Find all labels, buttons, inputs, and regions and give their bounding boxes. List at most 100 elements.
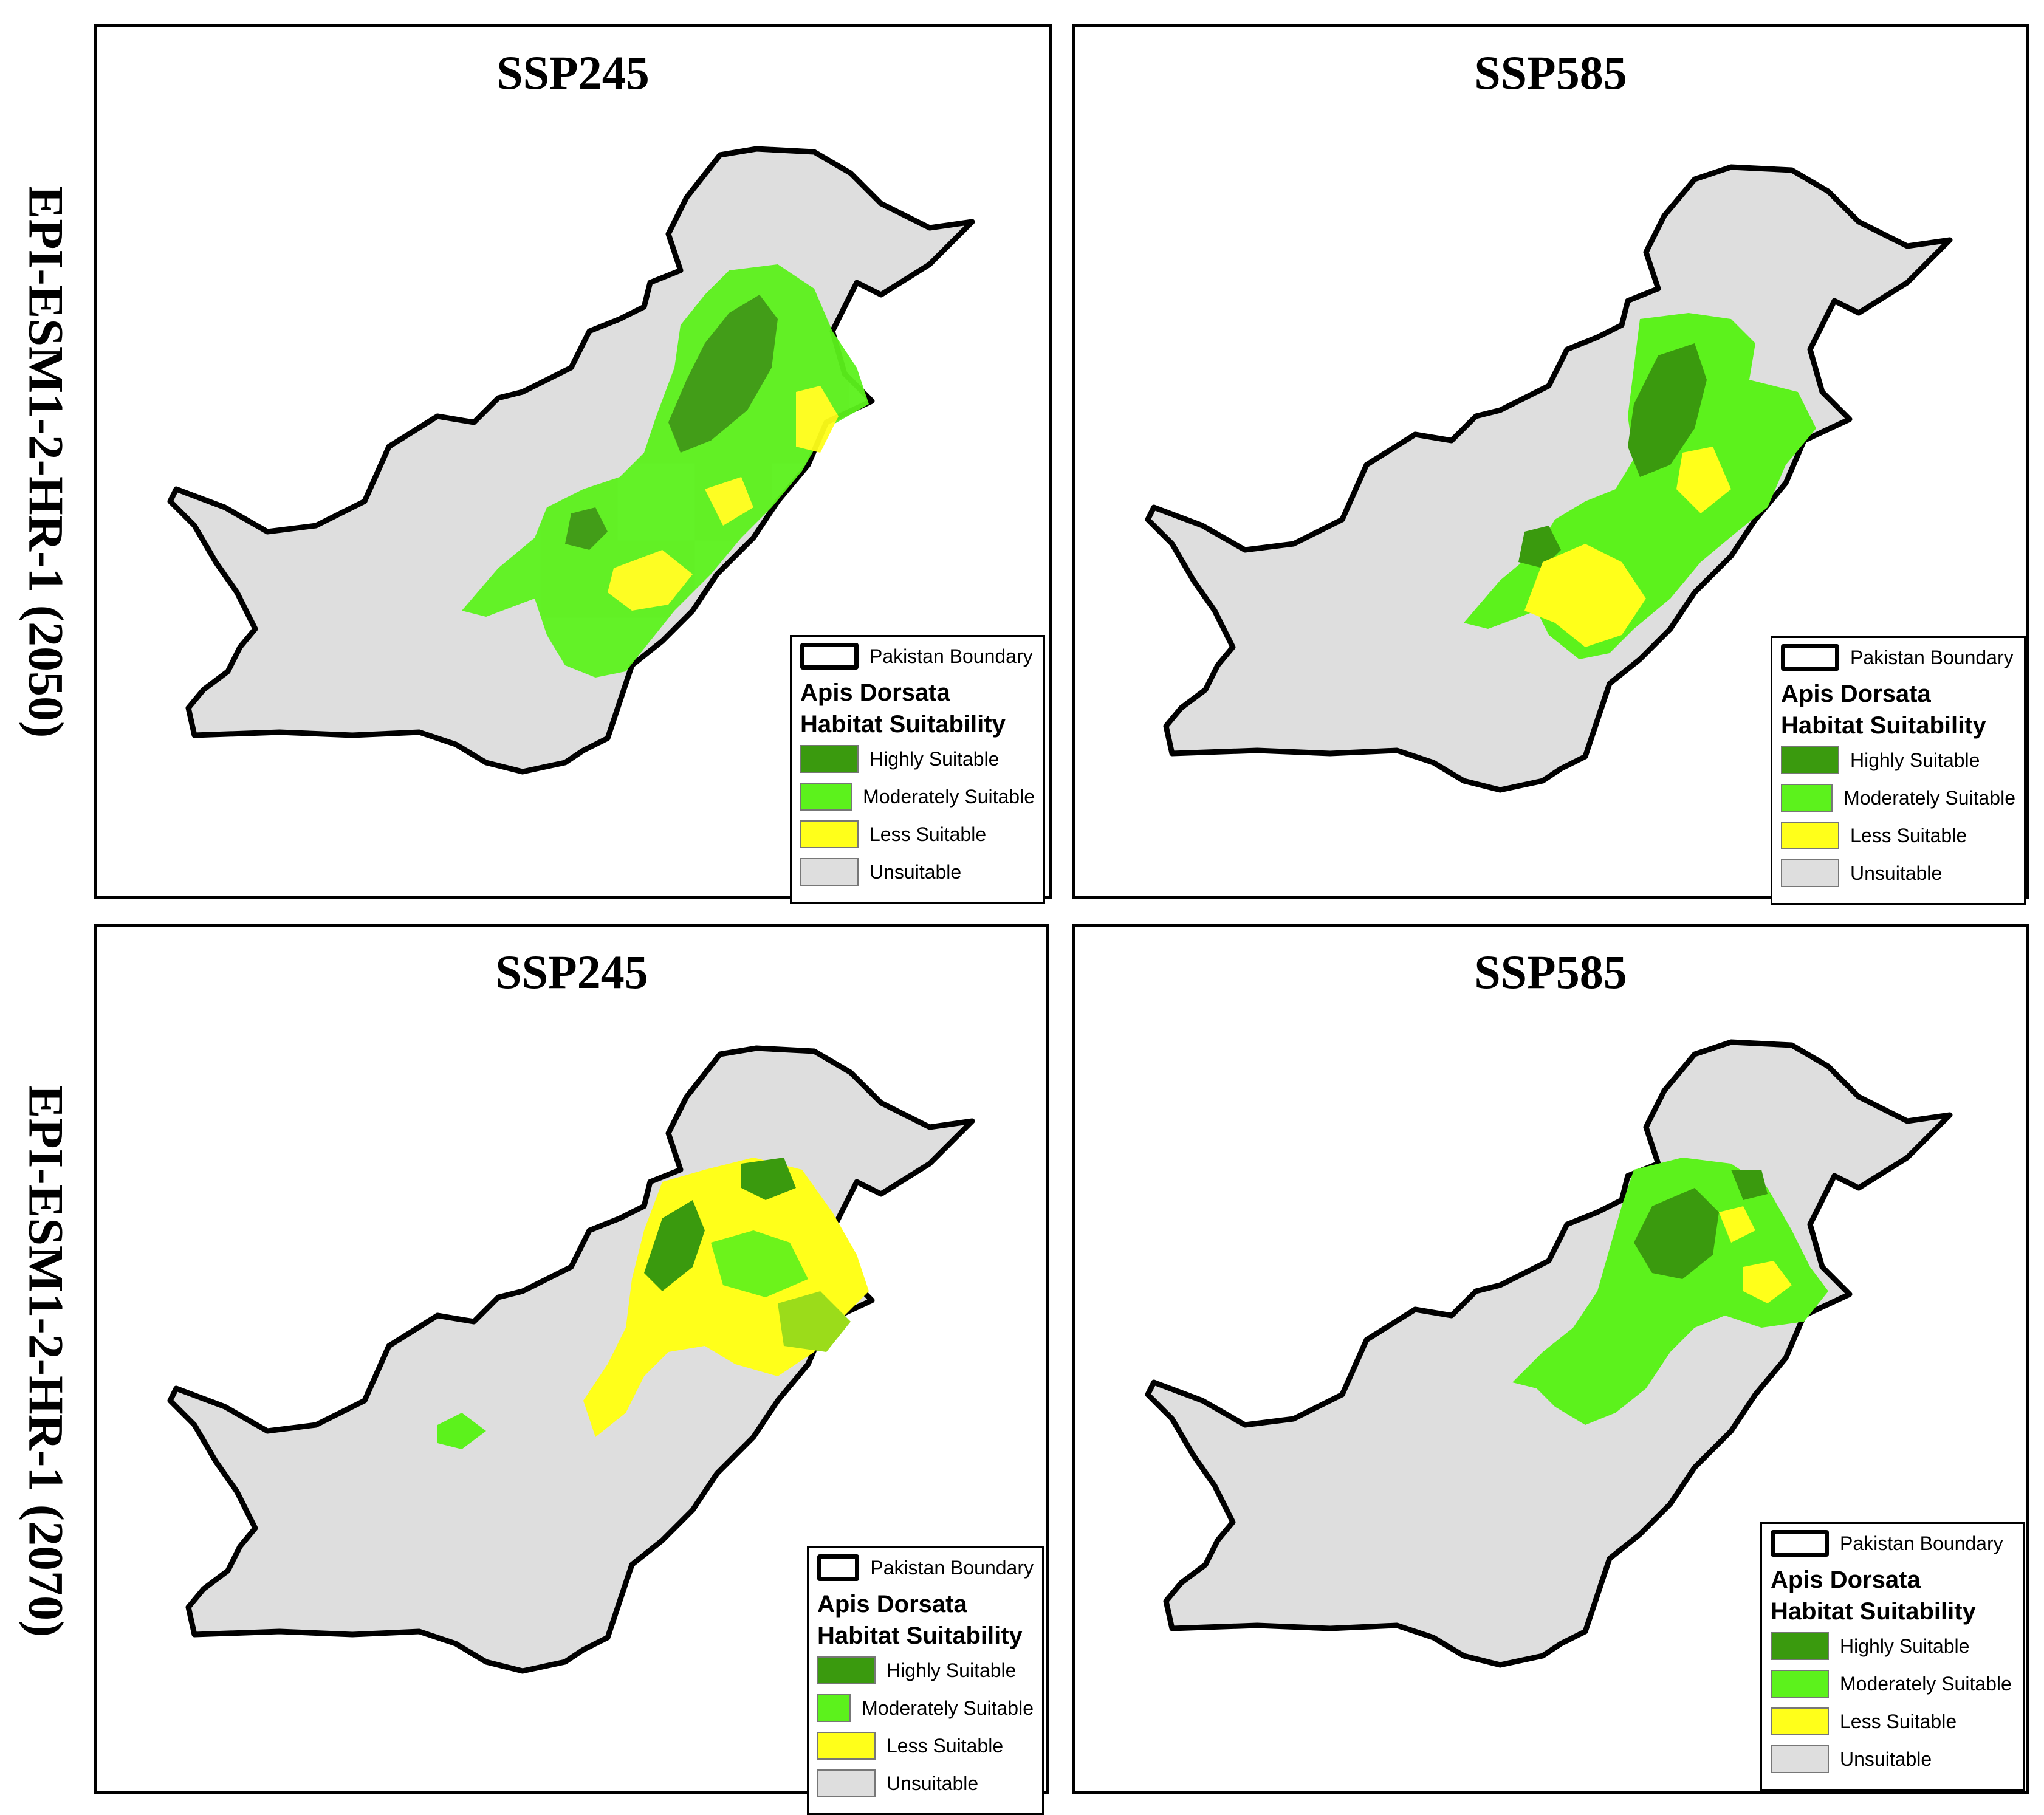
moderately-suitable-zone — [437, 1413, 486, 1449]
boundary-swatch — [1771, 1530, 1829, 1557]
legend-item-label: Less Suitable — [887, 1734, 1004, 1757]
legend-title-line1: Apis Dorsata — [1781, 681, 1931, 707]
suitability-area — [1464, 313, 1816, 659]
legend-item-label: Unsuitable — [1850, 862, 1943, 884]
legend-swatch — [1781, 822, 1839, 849]
legend-item-unsuitable: Unsuitable — [800, 858, 1035, 886]
less-suitable-zone — [1743, 1261, 1792, 1303]
less-suitable-zone — [583, 1158, 869, 1437]
pakistan-map — [1145, 1039, 1953, 1668]
legend-item-label: Highly Suitable — [1850, 749, 1980, 771]
highly-suitable-zone — [741, 1158, 796, 1200]
legend-item-less: Less Suitable — [817, 1732, 1034, 1760]
less-suitable-zone — [1719, 1206, 1755, 1243]
legend-item-less: Less Suitable — [1771, 1707, 2015, 1735]
legend-item-highly: Highly Suitable — [1771, 1632, 2015, 1660]
legend-item-label: Unsuitable — [887, 1772, 979, 1794]
legend-item-highly: Highly Suitable — [817, 1656, 1034, 1684]
suitability-area — [437, 1158, 869, 1449]
moderately-suitable-zone — [711, 1230, 808, 1297]
legend-item-unsuitable: Unsuitable — [1771, 1745, 2015, 1773]
pakistan-map — [167, 1045, 975, 1674]
legend-title: Apis Dorsata Habitat Suitability — [800, 677, 1035, 740]
highly-suitable-zone — [1628, 343, 1707, 477]
less-suitable-zone — [1524, 544, 1646, 647]
pakistan-map — [167, 146, 975, 775]
legend-title: Apis Dorsata Habitat Suitability — [817, 1588, 1034, 1652]
pakistan-boundary — [1145, 164, 1953, 793]
legend-title-line2: Habitat Suitability — [800, 711, 1006, 738]
row-label-text: EPI-ESM1-2-HR-1 (2070) — [18, 1085, 74, 1638]
legend-item-label: Unsuitable — [869, 860, 962, 883]
boundary-swatch — [817, 1554, 860, 1581]
boundary-swatch — [800, 643, 859, 670]
map-group — [1145, 1039, 1953, 1668]
legend-boundary-label: Pakistan Boundary — [869, 645, 1033, 667]
legend-boundary-label: Pakistan Boundary — [870, 1556, 1034, 1579]
legend-boundary-row: Pakistan Boundary — [1771, 1530, 2015, 1557]
legend-item-moderately: Moderately Suitable — [800, 783, 1035, 811]
legend-item-label: Less Suitable — [869, 823, 987, 845]
map-panel-2050-ssp245: SSP245 Pakistan Boundary Apis Dorsata Ha… — [94, 24, 1052, 904]
legend-item-moderately: Moderately Suitable — [1771, 1670, 2015, 1698]
legend-title-line2: Habitat Suitability — [1771, 1598, 1976, 1625]
legend-title-line1: Apis Dorsata — [1771, 1566, 1921, 1593]
legend-item-label: Unsuitable — [1840, 1748, 1932, 1770]
highly-suitable-zone — [1518, 526, 1561, 568]
legend-boundary-label: Pakistan Boundary — [1850, 646, 2014, 668]
panel-title: SSP585 — [1474, 46, 1627, 99]
boundary-swatch — [1781, 644, 1839, 671]
map-panel-2050-ssp585: SSP585 Pakistan Boundary Apis Dorsata Ha… — [1072, 24, 2029, 905]
legend-title-line2: Habitat Suitability — [1781, 712, 1986, 739]
legend-item-label: Moderately Suitable — [863, 785, 1035, 808]
highly-suitable-zone — [1731, 1170, 1768, 1200]
legend-item-label: Highly Suitable — [887, 1659, 1017, 1681]
legend-item-label: Less Suitable — [1840, 1710, 1957, 1732]
legend-item-moderately: Moderately Suitable — [817, 1694, 1034, 1722]
less-suitable-zone — [705, 477, 753, 526]
panel-title: SSP245 — [496, 46, 650, 99]
legend-item-label: Moderately Suitable — [862, 1697, 1034, 1719]
legend-swatch — [1781, 746, 1839, 774]
highly-suitable-zone — [668, 295, 778, 453]
panel-title: SSP585 — [1474, 945, 1627, 998]
map-legend: Pakistan Boundary Apis Dorsata Habitat S… — [1771, 636, 2026, 905]
highly-suitable-zone — [1634, 1188, 1719, 1279]
map-group — [167, 1045, 975, 1674]
map-legend: Pakistan Boundary Apis Dorsata Habitat S… — [807, 1546, 1044, 1815]
legend-item-label: Highly Suitable — [869, 747, 1000, 770]
legend-boundary-row: Pakistan Boundary — [800, 643, 1035, 670]
legend-swatch — [1781, 784, 1833, 812]
legend-boundary-label: Pakistan Boundary — [1840, 1532, 2003, 1554]
less-suitable-zone — [608, 550, 693, 611]
legend-item-less: Less Suitable — [1781, 822, 2015, 849]
map-group — [1145, 164, 1953, 793]
row-label-text: EPI-ESM1-2-HR-1 (2050) — [18, 185, 74, 738]
legend-title-line1: Apis Dorsata — [817, 1591, 967, 1618]
map-group — [167, 146, 975, 775]
legend-item-unsuitable: Unsuitable — [1781, 859, 2015, 887]
suitability-area — [1512, 1158, 1828, 1425]
panel-title: SSP245 — [495, 945, 648, 998]
legend-swatch — [817, 1769, 876, 1797]
less-suitable-zone — [1676, 447, 1731, 513]
legend-item-highly: Highly Suitable — [800, 745, 1035, 773]
row-label-2070: EPI-ESM1-2-HR-1 (2070) — [0, 924, 91, 1799]
map-legend: Pakistan Boundary Apis Dorsata Habitat S… — [1760, 1522, 2025, 1791]
map-legend: Pakistan Boundary Apis Dorsata Habitat S… — [790, 635, 1045, 904]
highly-suitable-zone — [565, 507, 608, 550]
legend-swatch — [800, 745, 859, 773]
legend-item-label: Less Suitable — [1850, 824, 1967, 846]
legend-item-unsuitable: Unsuitable — [817, 1769, 1034, 1797]
legend-item-label: Moderately Suitable — [1840, 1672, 2012, 1695]
legend-swatch — [1771, 1632, 1829, 1660]
legend-swatch — [800, 858, 859, 886]
legend-item-less: Less Suitable — [800, 820, 1035, 848]
legend-boundary-row: Pakistan Boundary — [817, 1554, 1034, 1581]
legend-title: Apis Dorsata Habitat Suitability — [1771, 1564, 2015, 1627]
less-suitable-zone — [796, 386, 839, 453]
row-label-2050: EPI-ESM1-2-HR-1 (2050) — [0, 24, 91, 899]
suitability-area — [462, 264, 869, 678]
legend-swatch — [817, 1656, 876, 1684]
legend-swatch — [817, 1694, 851, 1722]
